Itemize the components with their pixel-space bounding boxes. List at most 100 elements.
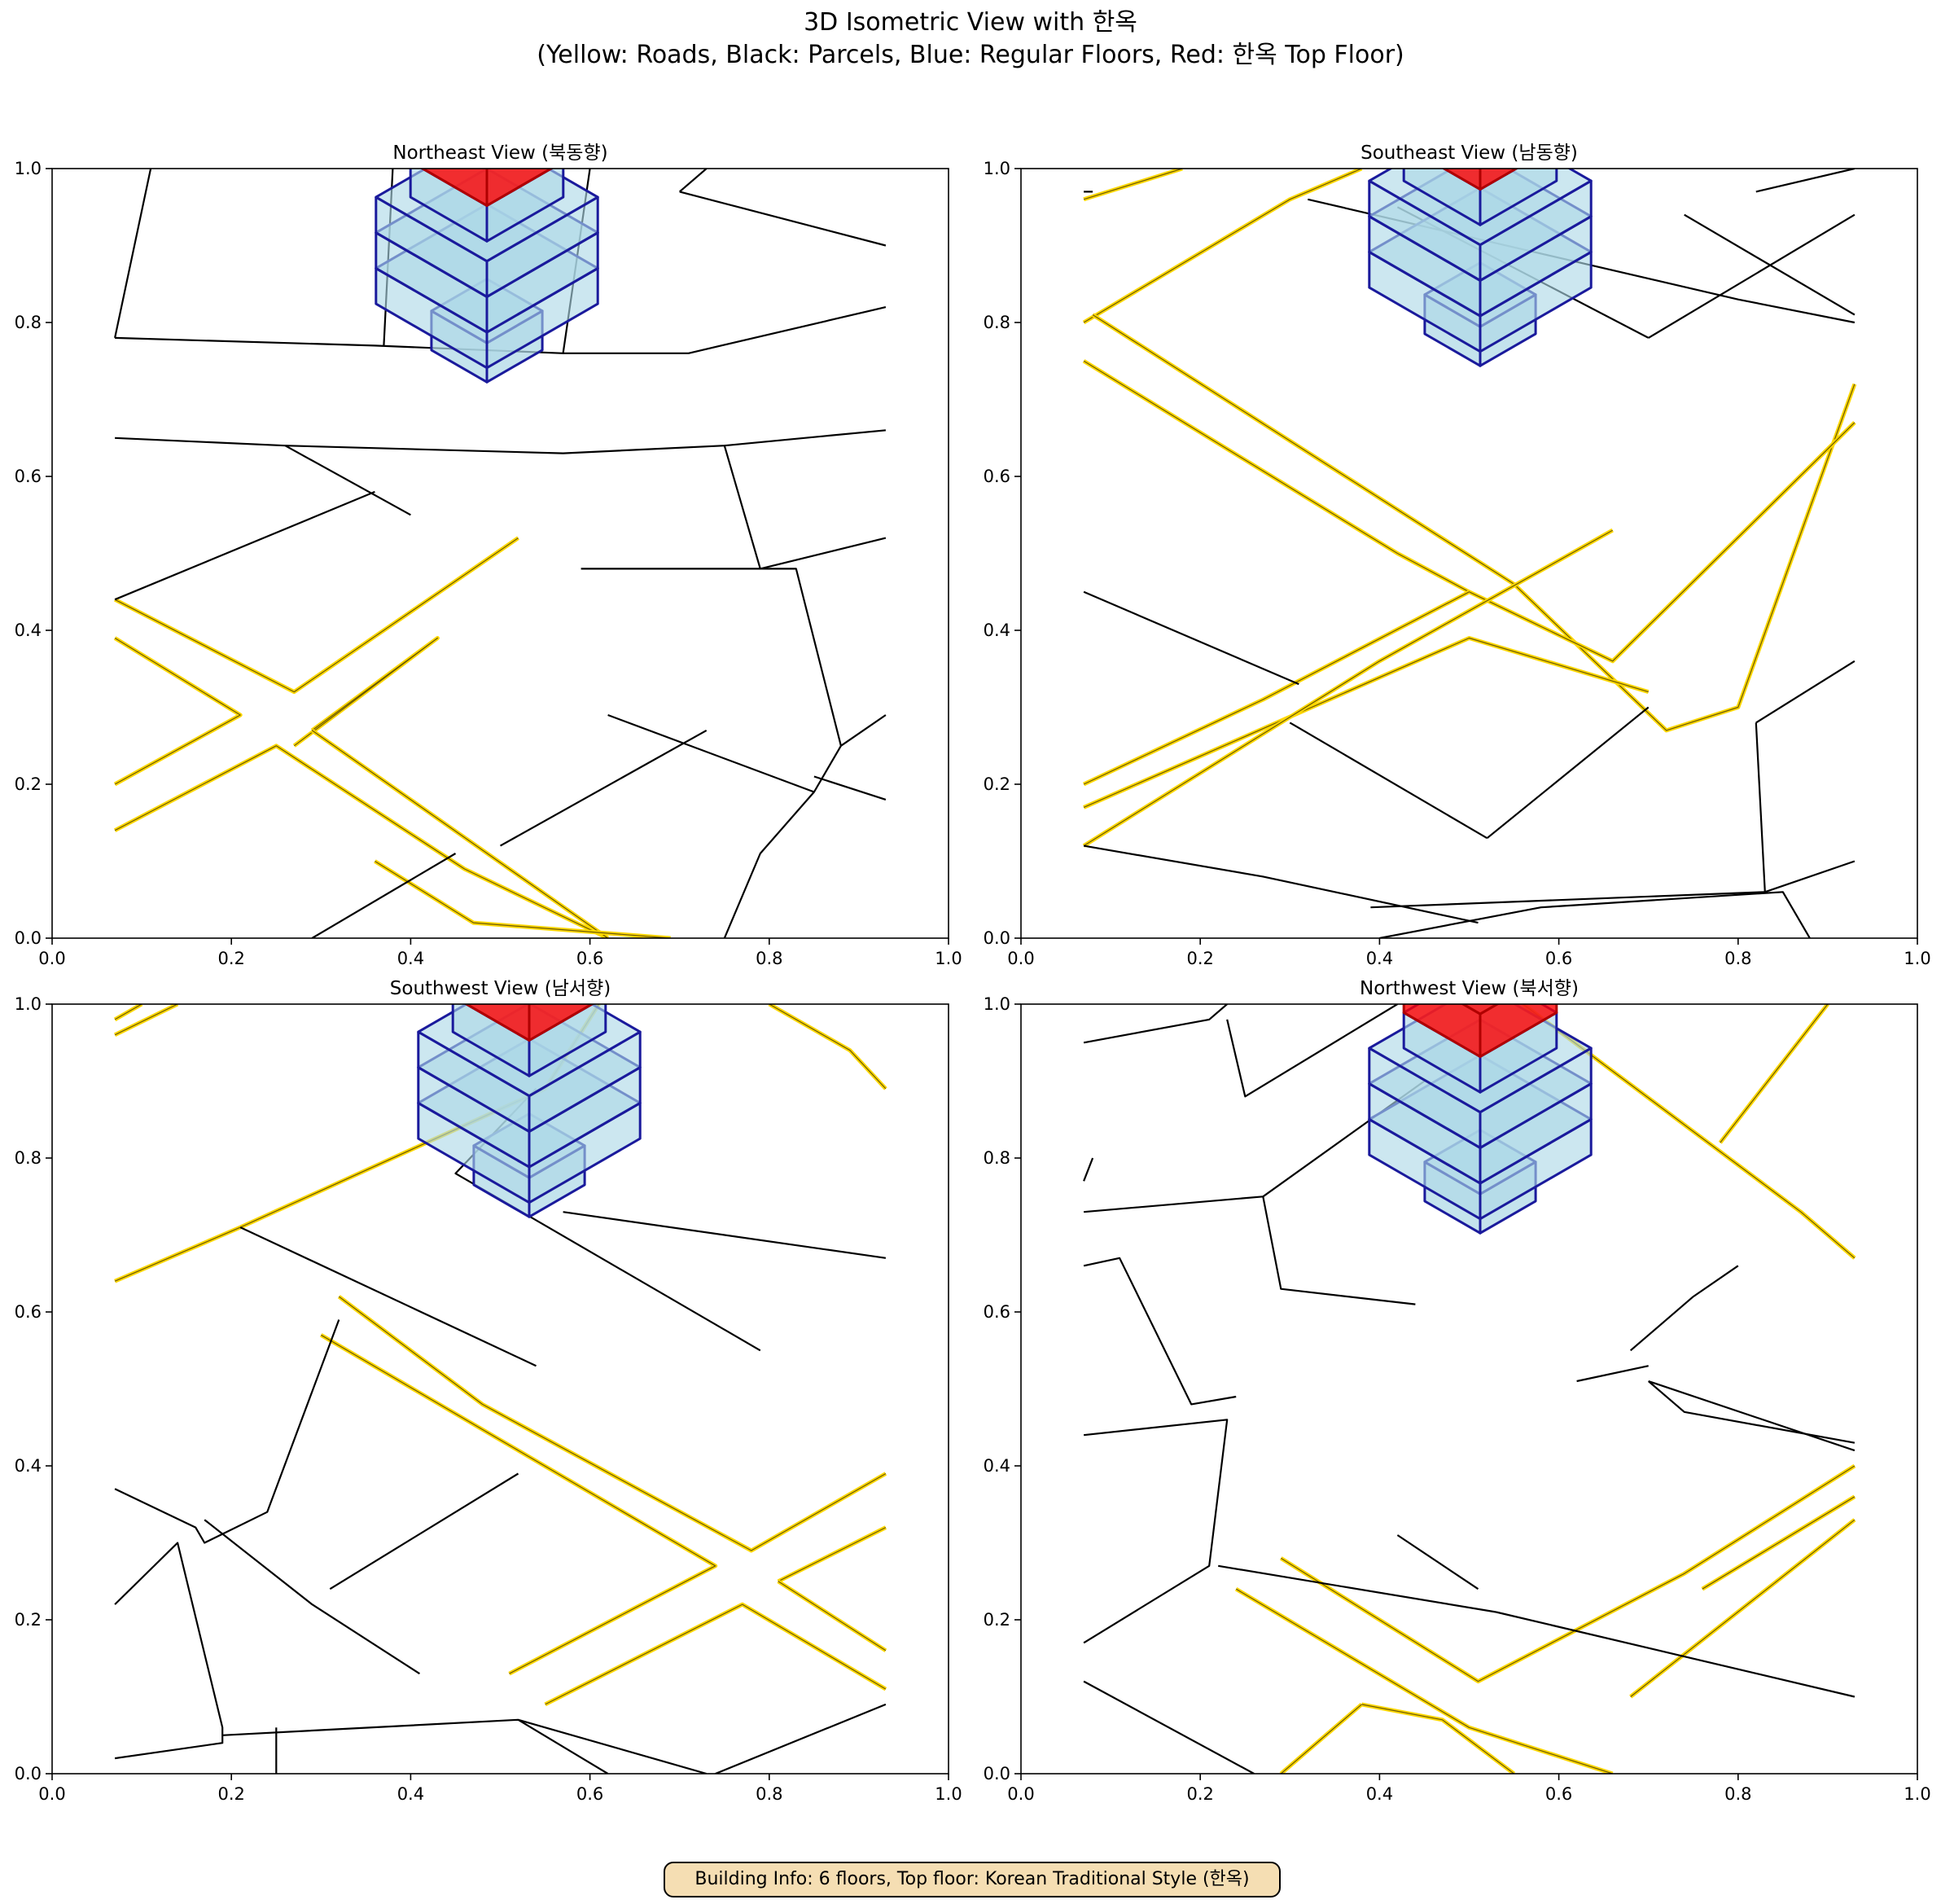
road-edge: [1720, 1004, 1829, 1143]
road-line: [1234, 1587, 1614, 1774]
road-line: [337, 1295, 887, 1553]
parcel-line: [329, 1472, 519, 1590]
panel-1: Northeast View (북동향) 0.00.0 0.2 0.2 0.4 0.4 0.…: [15, 96, 962, 968]
parcel-line: [1262, 1196, 1416, 1305]
x-tick-label: 0.6: [576, 1784, 603, 1804]
map-layer: [113, 954, 887, 1774]
road-line: [1091, 313, 1857, 733]
panel-2: Southeast View (남동향) 0.00.0 0.2 0.2 0.4 0.4 0.…: [984, 80, 1931, 968]
parcel-line: [1648, 213, 1856, 339]
axes-frame: [1020, 1003, 1918, 1775]
road-line: [113, 636, 243, 787]
hanok-courtyard-face-1: [1480, 103, 1519, 127]
x-tick-label: 0.4: [397, 1784, 424, 1804]
panel-title: Northeast View (북동향): [392, 143, 607, 164]
hanok-top-floor-face-0: [1441, 169, 1482, 191]
building-info-text: Building Info: 6 floors, Top floor: Kore…: [694, 1869, 1250, 1889]
figure-title-line1: 3D Isometric View with 한옥: [804, 8, 1137, 37]
y-tick-label: 1.0: [15, 994, 42, 1014]
parcel-line: [222, 1718, 609, 1774]
road-edge: [545, 1603, 887, 1705]
hanok-courtyard-face-1: [529, 954, 568, 978]
hanok-top-floor: [1402, 1004, 1558, 1058]
y-tick-label: 0.4: [984, 1456, 1010, 1476]
road-edge: [1361, 1704, 1514, 1774]
road-line: [768, 1004, 887, 1090]
y-tick-label: 0.0: [15, 1764, 42, 1783]
y-tick-label: 0.4: [15, 1456, 42, 1476]
road-line: [1082, 169, 1363, 325]
road-line: [1083, 636, 1650, 809]
parcel-line: [204, 1519, 420, 1675]
y-tick-label: 0.2: [984, 1610, 1010, 1630]
road-edge: [293, 637, 438, 747]
road-edge: [338, 1296, 887, 1551]
x-tick-label: 0.2: [217, 949, 244, 968]
parcel-line: [723, 445, 887, 570]
hanok-top-floor-face-1: [485, 169, 554, 207]
panel-title: Southwest View (남서향): [390, 978, 611, 999]
parcel-line: [1083, 1004, 1228, 1044]
panel-3: Southwest View (남서향) 0.00.0 0.2 0.2 0.4 0.4 0.…: [15, 954, 962, 1804]
road-edge: [114, 1004, 178, 1036]
x-tick-label: 0.0: [1007, 949, 1034, 968]
x-tick-label: 0.6: [1545, 949, 1572, 968]
road-line: [1082, 359, 1856, 664]
road-line: [320, 1333, 718, 1676]
y-tick-label: 0.8: [984, 1148, 1010, 1168]
parcel-line: [1396, 1534, 1479, 1590]
y-tick-label: 0.0: [15, 928, 42, 948]
parcel-line: [239, 1226, 537, 1367]
hanok-top-floor-face-1: [1479, 169, 1519, 191]
road-edge: [1083, 169, 1362, 323]
road-edge: [114, 537, 519, 693]
parcel-line: [114, 1319, 340, 1544]
road-edge: [320, 1334, 716, 1674]
building-info-box: Building Info: 6 floors, Top floor: Kore…: [664, 1862, 1281, 1897]
parcel-line: [499, 729, 708, 847]
y-tick-label: 0.6: [984, 467, 1010, 486]
parcel-line: [1647, 1380, 1856, 1444]
x-tick-label: 0.0: [1007, 1784, 1034, 1804]
parcel-line: [114, 169, 152, 339]
y-tick-label: 0.6: [15, 467, 42, 486]
x-tick-label: 1.0: [935, 1784, 962, 1804]
parcel-line: [1379, 891, 1811, 938]
road-edge: [1083, 591, 1470, 785]
hanok-top-floor: [420, 169, 554, 207]
parcel-line: [1083, 1419, 1229, 1644]
hanok-courtyard-face-0: [490, 954, 529, 978]
parcel-line: [813, 775, 887, 801]
hanok-courtyard-face-2: [1441, 80, 1520, 125]
parcel-line: [1486, 706, 1650, 840]
map-layer: [1082, 80, 1857, 938]
road-edge: [1280, 1465, 1856, 1682]
x-tick-label: 0.4: [1366, 1784, 1393, 1804]
road-edge: [769, 1004, 887, 1090]
parcel-line: [114, 490, 375, 601]
x-tick-label: 0.6: [576, 949, 603, 968]
figure-title: 3D Isometric View with 한옥 (Yellow: Roads…: [0, 7, 1941, 72]
hanok-top-floor-face-0: [463, 1004, 531, 1042]
road-edge: [114, 637, 241, 785]
parcel-line: [1083, 1257, 1237, 1406]
road-edge: [1235, 1588, 1613, 1774]
y-tick-label: 0.6: [984, 1302, 1010, 1322]
x-tick-label: 1.0: [1904, 949, 1930, 968]
hanok-courtyard: [448, 96, 527, 143]
x-tick-label: 1.0: [935, 949, 962, 968]
x-tick-label: 0.0: [38, 1784, 65, 1804]
x-tick-label: 0.8: [1724, 949, 1751, 968]
y-tick-label: 0.8: [15, 313, 42, 332]
parcel-line: [311, 853, 457, 938]
parcel-line: [563, 1211, 887, 1259]
x-tick-label: 1.0: [1904, 1784, 1930, 1804]
y-tick-label: 0.8: [15, 1148, 42, 1168]
y-tick-label: 0.4: [15, 621, 42, 640]
parcel-line: [1496, 1611, 1856, 1698]
axes-frame: [1020, 168, 1918, 939]
road-line: [1360, 1702, 1516, 1774]
hanok-top-floor: [463, 1004, 595, 1042]
parcel-line: [1289, 722, 1488, 840]
